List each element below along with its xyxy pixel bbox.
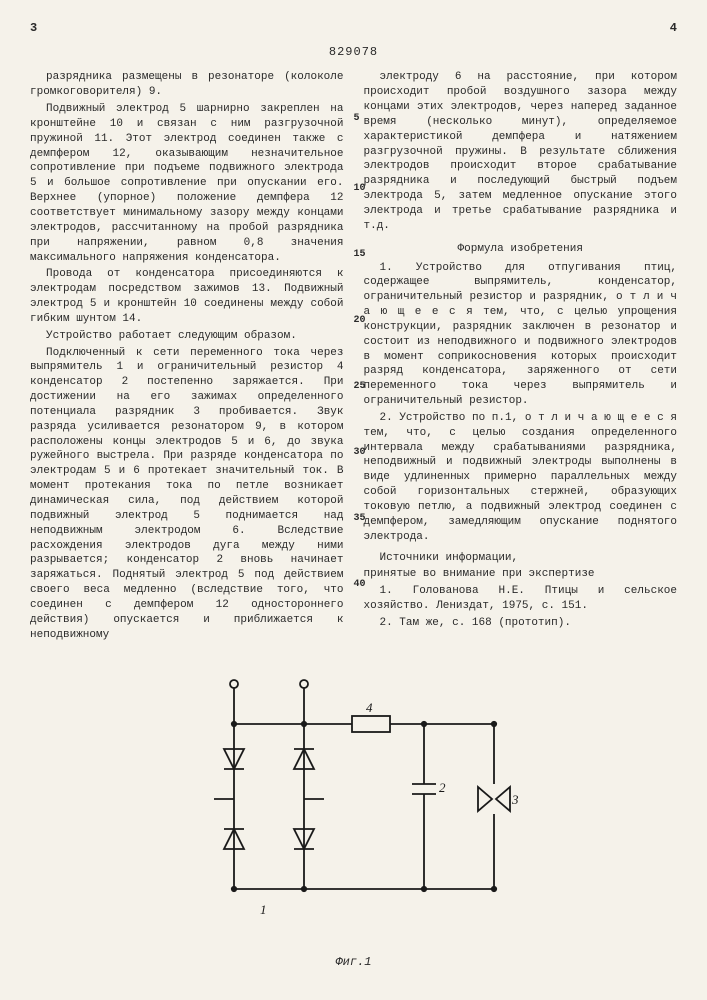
page-number-right: 4 (670, 20, 677, 36)
body-paragraph: Устройство работает следующим образом. (30, 329, 344, 344)
circuit-svg: 4 2 3 1 (174, 664, 534, 944)
svg-text:1: 1 (260, 902, 267, 917)
svg-text:4: 4 (366, 700, 373, 715)
text-columns: 5 10 15 20 25 30 35 40 разрядника размещ… (30, 70, 677, 644)
section-header: Формула изобретения (364, 242, 678, 257)
line-mark: 15 (354, 248, 366, 262)
body-paragraph: 1. Устройство для отпугивания птиц, соде… (364, 261, 678, 409)
body-paragraph: электроду 6 на расстояние, при котором п… (364, 70, 678, 233)
line-mark: 5 (354, 112, 360, 126)
body-paragraph: Провода от конденсатора присоединяются к… (30, 267, 344, 326)
svg-text:2: 2 (439, 780, 446, 795)
left-column: разрядника размещены в резонаторе (колок… (30, 70, 344, 644)
page-number-left: 3 (30, 20, 37, 36)
source-item: 1. Голованова Н.Е. Птицы и сельское хозя… (364, 584, 678, 614)
line-mark: 25 (354, 380, 366, 394)
line-mark: 30 (354, 446, 366, 460)
line-mark: 10 (354, 182, 366, 196)
body-paragraph: Подвижный электрод 5 шарнирно закреплен … (30, 102, 344, 265)
figure-label: Фиг.1 (30, 954, 677, 970)
source-item: 2. Там же, с. 168 (прототип). (364, 616, 678, 631)
right-column: электроду 6 на расстояние, при котором п… (364, 70, 678, 644)
body-paragraph: Подключенный к сети переменного тока чер… (30, 346, 344, 643)
document-number: 829078 (30, 44, 677, 60)
sources-header: Источники информации, (364, 551, 678, 566)
body-paragraph: разрядника размещены в резонаторе (колок… (30, 70, 344, 100)
body-paragraph: 2. Устройство по п.1, о т л и ч а ю щ е … (364, 411, 678, 545)
line-mark: 35 (354, 512, 366, 526)
sources-subheader: принятые во внимание при экспертизе (364, 567, 678, 582)
line-mark: 20 (354, 314, 366, 328)
svg-text:3: 3 (511, 792, 519, 807)
line-mark: 40 (354, 578, 366, 592)
circuit-diagram: 4 2 3 1 Фиг.1 (30, 664, 677, 970)
